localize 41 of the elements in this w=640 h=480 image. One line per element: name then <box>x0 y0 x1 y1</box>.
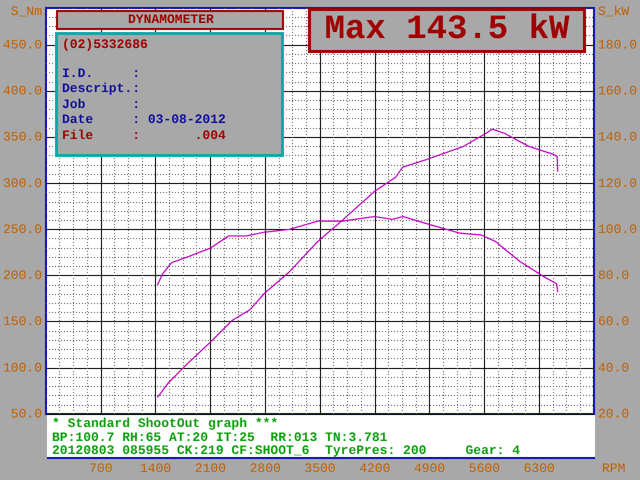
max-panel: Max 143.5 kW <box>308 8 586 53</box>
y-tick-label: 200.0 <box>2 268 42 284</box>
annotation: Descript.: <box>62 81 142 96</box>
y2-tick-label: 160.0 <box>598 84 638 99</box>
line-series <box>156 128 558 398</box>
x-axis-title: RPM <box>602 461 626 476</box>
annotation: I.D. : <box>62 66 142 81</box>
y2-tick-label: 80.0 <box>598 268 630 284</box>
x-tick-label: 6300 <box>524 461 555 476</box>
x-tick-label: 5600 <box>468 461 500 476</box>
y-tick-label: 150.0 <box>2 314 42 330</box>
x-tick-label: 3500 <box>304 461 336 476</box>
y2-tick-label: 20.0 <box>598 406 630 422</box>
y-tick-label: 100.0 <box>2 360 42 376</box>
y2-tick-label: 60.0 <box>598 314 630 330</box>
y-tick-label: 300.0 <box>2 176 42 191</box>
y-tick-label: 50.0 <box>10 406 42 422</box>
annotation: Job : <box>62 96 142 112</box>
y-tick-label: 350.0 <box>2 130 42 145</box>
x-tick-label: 4900 <box>414 461 446 476</box>
y2-tick-label: 140.0 <box>598 130 638 145</box>
footer-panel: * Standard ShootOut graph *** BP:100.7 RH:65 AT:20 IT:25 RR:013 TN:3.781 20120803 085955 CK:219 CF:SHOOT_6 TyrePres: 200 Gear: 4 <box>47 415 595 459</box>
annotation: File : .004 <box>62 128 227 143</box>
x-tick-label: 2100 <box>194 461 226 476</box>
annotation: (02)5332686 <box>62 37 149 52</box>
x-tick-label: 4200 <box>359 461 390 476</box>
y2-tick-label: 180.0 <box>598 37 638 52</box>
y-tick-label: 450.0 <box>2 37 42 52</box>
annotation: DYNAMOMETER <box>128 12 215 28</box>
y2-tick-label: 40.0 <box>598 360 630 376</box>
y2-tick-label: 120.0 <box>598 176 638 191</box>
header-panel: DYNAMOMETER <box>56 10 284 30</box>
x-tick-label: 700 <box>89 461 113 476</box>
y2-tick-label: 100.0 <box>598 222 638 237</box>
x-tick-label: 1400 <box>140 461 172 476</box>
x-tick-label: 2800 <box>250 461 281 476</box>
y-tick-label: 400.0 <box>2 84 42 99</box>
y2-axis-title: S_kW <box>598 4 630 19</box>
y-tick-label: 250.0 <box>2 222 42 237</box>
y-axis-title: S_Nm <box>10 4 42 19</box>
annotation: Date : 03-08-2012 <box>62 112 227 128</box>
